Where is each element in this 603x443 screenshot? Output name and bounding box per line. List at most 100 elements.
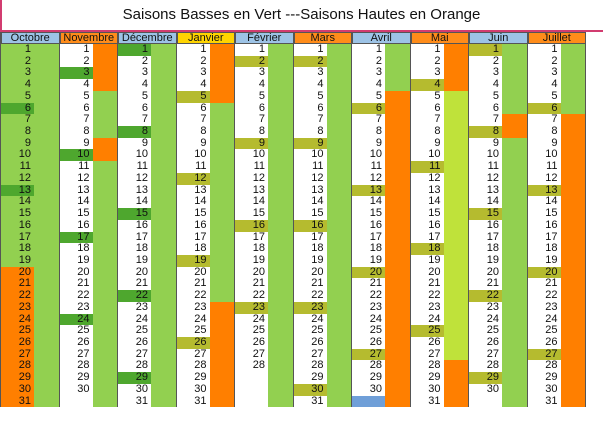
day-number: 26 xyxy=(311,336,324,348)
day-number: 2 xyxy=(317,54,324,67)
season-fill xyxy=(443,90,469,373)
weekday-highlight xyxy=(118,372,151,384)
day-number: 29 xyxy=(545,371,558,384)
month-divider xyxy=(585,32,586,408)
day-number: 13 xyxy=(77,183,90,196)
day-number: 22 xyxy=(428,289,441,302)
day-number: 10 xyxy=(135,148,148,161)
day-number: 9 xyxy=(258,136,265,149)
weekday-highlight xyxy=(59,149,93,162)
day-number: 4 xyxy=(24,78,31,91)
season-fill xyxy=(385,90,411,408)
day-number: 30 xyxy=(135,382,148,395)
day-number: 2 xyxy=(200,54,207,67)
day-number: 29 xyxy=(194,371,207,384)
day-number: 23 xyxy=(18,300,31,313)
season-fill xyxy=(443,360,469,408)
day-number: 9 xyxy=(317,136,324,149)
day-number: 14 xyxy=(194,195,207,208)
day-number: 24 xyxy=(135,312,148,325)
day-number: 14 xyxy=(311,195,324,208)
day-number: 25 xyxy=(77,324,90,337)
day-number: 30 xyxy=(545,382,558,395)
day-number: 8 xyxy=(83,125,90,138)
day-number: 11 xyxy=(78,160,90,173)
weekday-highlight xyxy=(293,137,327,150)
month-divider xyxy=(351,32,352,408)
day-number: 5 xyxy=(551,89,558,102)
day-number: 24 xyxy=(428,312,441,325)
page-title: Saisons Basses en Vert ---Saisons Hautes… xyxy=(0,0,603,32)
weekday-highlight xyxy=(469,372,502,384)
day-number: 25 xyxy=(369,324,382,337)
day-number: 6 xyxy=(24,101,31,114)
day-number: 29 xyxy=(77,371,90,384)
month-header-6: Mars xyxy=(293,32,352,44)
day-number: 14 xyxy=(18,195,31,208)
day-number: 11 xyxy=(370,160,382,173)
day-number: 14 xyxy=(77,195,90,208)
day-number: 17 xyxy=(135,230,148,243)
day-number: 9 xyxy=(83,136,90,149)
day-number: 28 xyxy=(252,359,265,372)
month-divider xyxy=(234,32,235,408)
day-number: 9 xyxy=(551,136,558,149)
day-number: 24 xyxy=(545,312,558,325)
day-number: 11 xyxy=(546,160,558,173)
day-number: 8 xyxy=(317,125,324,138)
day-number: 14 xyxy=(486,195,499,208)
day-number: 23 xyxy=(194,300,207,313)
day-number: 8 xyxy=(492,125,499,138)
day-number: 10 xyxy=(369,148,382,161)
day-number: 25 xyxy=(135,324,148,337)
weekday-highlight xyxy=(1,102,34,115)
day-number: 1 xyxy=(200,43,207,55)
day-number: 18 xyxy=(311,242,324,255)
day-number: 31 xyxy=(135,394,148,407)
day-number: 19 xyxy=(135,253,148,266)
day-number: 21 xyxy=(252,277,265,290)
day-number: 18 xyxy=(252,242,265,255)
day-number: 13 xyxy=(311,183,324,196)
day-number: 1 xyxy=(375,43,382,55)
day-number: 11 xyxy=(312,160,324,173)
day-number: 18 xyxy=(77,242,90,255)
day-number: 27 xyxy=(369,347,382,360)
day-number: 3 xyxy=(200,66,207,79)
day-number: 4 xyxy=(551,78,558,91)
day-number: 22 xyxy=(486,289,499,302)
day-number: 25 xyxy=(545,324,558,337)
day-number: 10 xyxy=(486,148,499,161)
day-number: 16 xyxy=(194,218,207,231)
day-number: 14 xyxy=(252,195,265,208)
month-header-8: Mai xyxy=(410,32,469,44)
day-number: 15 xyxy=(545,207,558,220)
day-number: 12 xyxy=(428,171,441,184)
day-number: 29 xyxy=(369,371,382,384)
day-number: 9 xyxy=(492,136,499,149)
day-number: 9 xyxy=(375,136,382,149)
weekday-highlight xyxy=(352,266,385,279)
day-number: 12 xyxy=(369,171,382,184)
day-number: 28 xyxy=(311,359,324,372)
day-number: 6 xyxy=(258,101,265,114)
day-number: 24 xyxy=(77,312,90,325)
day-number: 13 xyxy=(135,183,148,196)
day-number: 3 xyxy=(551,66,558,79)
day-number: 4 xyxy=(375,78,382,91)
day-number: 27 xyxy=(428,347,441,360)
day-number: 16 xyxy=(135,218,148,231)
day-number: 2 xyxy=(375,54,382,67)
day-number: 21 xyxy=(369,277,382,290)
day-number: 16 xyxy=(18,218,31,231)
day-number: 26 xyxy=(545,336,558,348)
day-number: 24 xyxy=(252,312,265,325)
month-divider xyxy=(58,32,60,408)
day-number: 24 xyxy=(311,312,324,325)
day-number: 15 xyxy=(194,207,207,220)
month-divider xyxy=(117,32,118,408)
day-number: 5 xyxy=(317,89,324,102)
day-number: 3 xyxy=(492,66,499,79)
day-number: 4 xyxy=(83,78,90,91)
day-number: 28 xyxy=(545,359,558,372)
